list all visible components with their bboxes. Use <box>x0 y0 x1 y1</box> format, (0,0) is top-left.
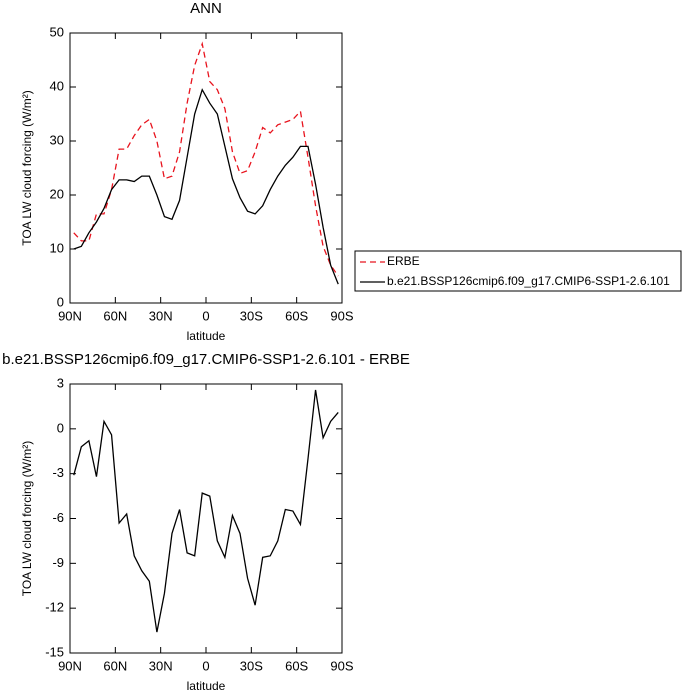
x-tick-label: 90N <box>58 308 82 323</box>
x-tick-label: 30S <box>240 658 263 673</box>
x-tick-label: 0 <box>202 308 209 323</box>
x-tick-label: 90S <box>330 658 353 673</box>
y-tick-label: 30 <box>50 132 64 147</box>
y-tick-label: -9 <box>52 555 64 570</box>
y-tick-label: -12 <box>45 600 64 615</box>
x-tick-label: 30N <box>149 658 173 673</box>
x-tick-label: 0 <box>202 658 209 673</box>
x-tick-label: 90N <box>58 658 82 673</box>
x-tick-label: 60N <box>103 308 127 323</box>
data-line <box>73 389 339 633</box>
x-axis-label: latitude <box>187 329 226 343</box>
plot-frame <box>69 32 343 304</box>
legend-box <box>354 250 682 292</box>
data-line <box>73 88 339 285</box>
x-tick-label: 60S <box>285 658 308 673</box>
x-tick-label: 60N <box>103 658 127 673</box>
x-tick-label: 90S <box>330 308 353 323</box>
y-tick-label: -15 <box>45 644 64 659</box>
y-axis-label: TOA LW cloud forcing (W/m²) <box>20 90 34 246</box>
x-tick-label: 60S <box>285 308 308 323</box>
y-tick-label: 50 <box>50 24 64 39</box>
y-tick-label: 10 <box>50 240 64 255</box>
y-axis-label: TOA LW cloud forcing (W/m²) <box>20 441 34 597</box>
y-tick-label: -3 <box>52 465 64 480</box>
y-tick-label: 0 <box>57 420 64 435</box>
y-tick-label: 3 <box>57 375 64 390</box>
legend-label: ERBE <box>387 254 420 268</box>
x-tick-label: 30N <box>149 308 173 323</box>
chart-title: ANN <box>190 0 222 17</box>
data-line <box>73 41 339 277</box>
x-axis-label: latitude <box>187 679 226 693</box>
legend-label: b.e21.BSSP126cmip6.f09_g17.CMIP6-SSP1-2.… <box>387 274 670 288</box>
y-tick-label: -6 <box>52 510 64 525</box>
y-tick-label: 20 <box>50 186 64 201</box>
x-tick-label: 30S <box>240 308 263 323</box>
y-tick-label: 40 <box>50 78 64 93</box>
chart-title: b.e21.BSSP126cmip6.f09_g17.CMIP6-SSP1-2.… <box>2 351 410 368</box>
y-tick-label: 0 <box>57 294 64 309</box>
